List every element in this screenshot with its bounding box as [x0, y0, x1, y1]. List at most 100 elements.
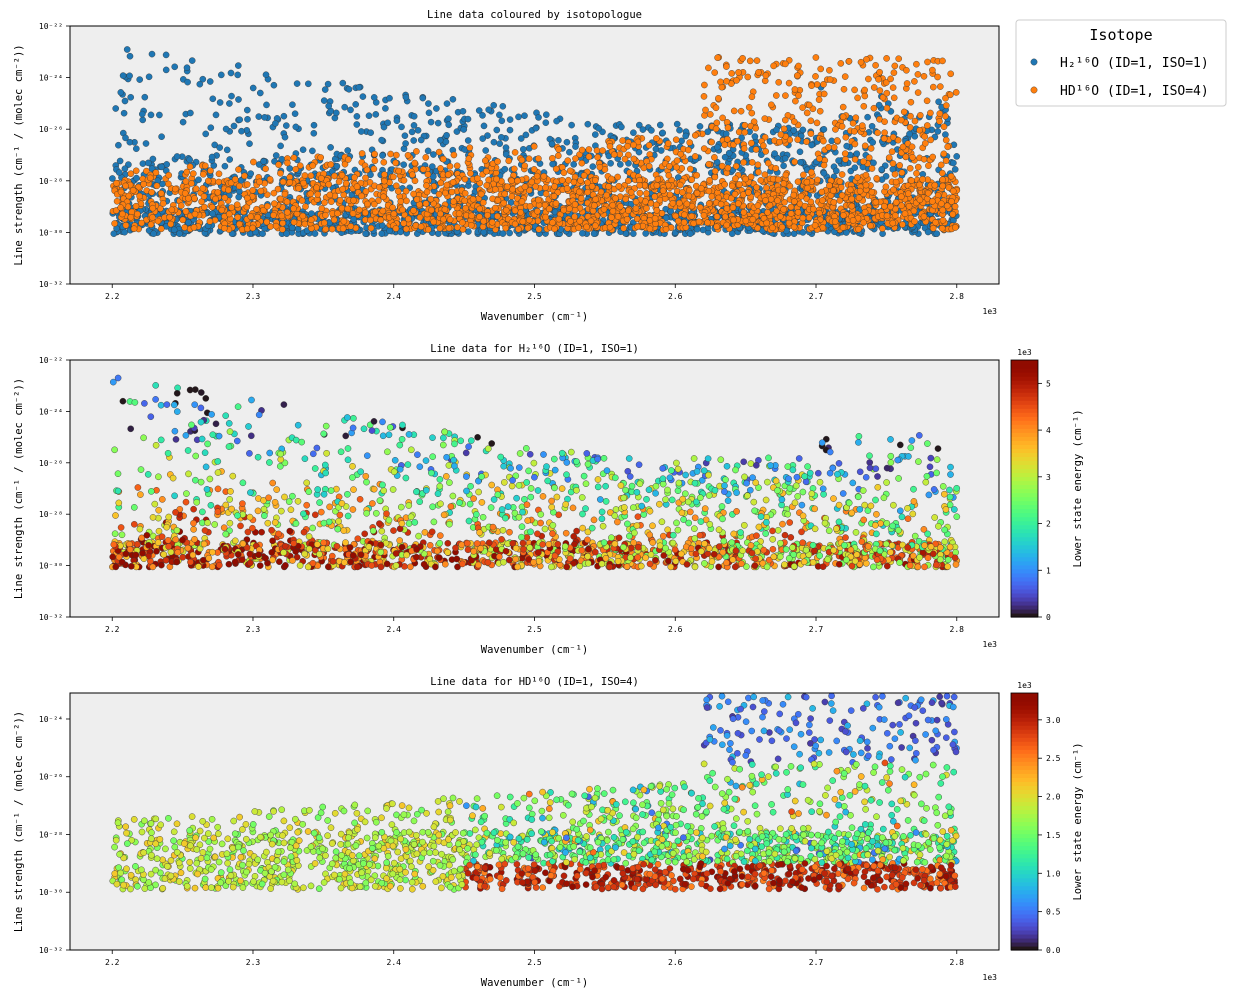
data-point — [347, 222, 355, 230]
data-point — [235, 96, 242, 103]
data-point — [330, 216, 338, 224]
data-point — [615, 182, 623, 190]
data-point — [243, 181, 251, 188]
data-point — [558, 176, 566, 184]
data-point — [430, 218, 438, 226]
data-point — [906, 124, 914, 131]
data-point — [321, 199, 328, 206]
data-point — [362, 209, 369, 217]
data-point — [897, 507, 904, 515]
data-point — [898, 169, 906, 176]
data-point — [428, 206, 435, 214]
data-point — [748, 139, 755, 147]
data-point — [326, 191, 334, 199]
data-point — [393, 151, 400, 159]
data-point — [717, 200, 725, 208]
data-point — [387, 150, 394, 158]
data-point — [496, 111, 503, 119]
data-point — [442, 138, 450, 145]
data-point — [136, 76, 143, 83]
data-point — [780, 162, 787, 170]
data-point — [149, 214, 156, 221]
data-point — [901, 210, 909, 217]
data-point — [762, 72, 770, 79]
data-point — [713, 223, 721, 230]
data-point — [925, 162, 932, 169]
data-point — [358, 150, 366, 157]
data-point — [413, 148, 420, 155]
data-point — [277, 169, 284, 177]
data-point — [762, 496, 770, 504]
data-point — [313, 184, 320, 191]
data-point — [367, 224, 375, 232]
data-point — [625, 207, 632, 214]
data-point — [853, 150, 861, 157]
data-point — [923, 97, 931, 105]
data-point — [235, 193, 242, 201]
data-point — [807, 130, 815, 137]
data-point — [800, 171, 807, 179]
data-point — [737, 107, 745, 115]
data-point — [525, 155, 533, 162]
data-point — [444, 171, 452, 178]
data-point — [887, 75, 894, 83]
data-point — [632, 198, 640, 206]
data-point — [691, 153, 699, 160]
data-point — [842, 133, 850, 141]
data-point — [791, 198, 798, 205]
data-point — [931, 181, 939, 189]
data-point — [176, 230, 183, 237]
data-point — [518, 156, 526, 164]
data-point — [577, 177, 584, 184]
data-point — [924, 58, 931, 66]
data-point — [944, 143, 952, 151]
data-point — [243, 225, 251, 233]
data-point — [717, 78, 724, 86]
data-point — [688, 176, 696, 183]
data-point — [173, 153, 181, 160]
data-point — [430, 151, 437, 158]
data-point — [752, 124, 760, 132]
data-point — [301, 172, 309, 179]
data-point — [534, 217, 542, 225]
data-point — [402, 225, 410, 233]
data-point — [934, 73, 941, 81]
data-point — [872, 62, 879, 69]
data-point — [379, 152, 386, 159]
data-point — [508, 193, 516, 200]
data-point — [908, 143, 916, 151]
data-point — [413, 196, 421, 203]
data-point — [819, 197, 826, 204]
data-point — [869, 139, 877, 146]
data-point — [233, 201, 241, 208]
data-point — [290, 218, 298, 226]
data-point — [254, 213, 261, 221]
data-point — [299, 212, 307, 220]
data-point — [119, 72, 127, 79]
data-point — [566, 148, 573, 156]
data-point — [725, 149, 733, 157]
data-point — [364, 200, 371, 208]
data-point — [212, 195, 219, 203]
data-point — [260, 158, 268, 165]
data-point — [542, 190, 550, 198]
data-point — [299, 146, 307, 153]
data-point — [419, 94, 427, 102]
data-point — [322, 211, 329, 219]
data-point — [833, 167, 840, 175]
data-point — [243, 194, 251, 202]
data-point — [820, 137, 827, 145]
data-point — [479, 223, 487, 231]
data-point — [127, 94, 134, 101]
data-point — [805, 101, 813, 109]
data-point — [144, 159, 152, 167]
data-point — [467, 221, 475, 229]
data-point — [751, 133, 759, 140]
data-point — [113, 179, 120, 187]
data-point — [917, 112, 924, 119]
y-tick-label: 10⁻³² — [39, 280, 63, 289]
data-point — [949, 210, 957, 218]
data-point — [916, 432, 923, 439]
data-point — [204, 177, 212, 185]
data-point — [896, 162, 904, 169]
